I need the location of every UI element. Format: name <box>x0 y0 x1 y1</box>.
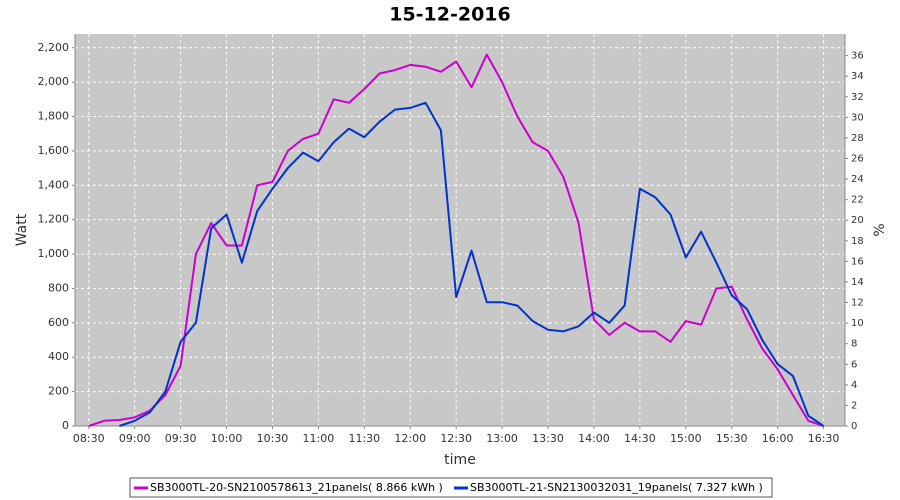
x-tick-label: 08:30 <box>73 432 105 445</box>
y-tick-label: 1,400 <box>38 178 70 191</box>
y2-tick-label: 2 <box>851 400 857 411</box>
y-tick-label: 1,600 <box>38 144 70 157</box>
legend <box>129 477 773 498</box>
x-tick-label: 09:00 <box>119 432 151 445</box>
x-tick-label: 16:30 <box>808 432 840 445</box>
y2-tick-label: 8 <box>851 339 857 350</box>
y2-tick-label: 36 <box>851 51 864 62</box>
y2-tick-label: 18 <box>851 236 864 247</box>
y-tick-label: 2,000 <box>38 75 70 88</box>
series-line <box>88 53 824 427</box>
x-tick-label: 12:00 <box>394 432 426 445</box>
y2-tick-label: 0 <box>851 421 857 432</box>
x-tick-label: 13:30 <box>532 432 564 445</box>
x-tick-label: 11:30 <box>348 432 380 445</box>
y-axis-label: Watt <box>14 213 30 246</box>
y2-tick-label: 32 <box>851 92 864 103</box>
y2-tick-label: 20 <box>851 215 864 226</box>
x-tick-label: 15:00 <box>670 432 702 445</box>
y-tick-label: 1,000 <box>38 247 70 260</box>
y2-tick-label: 34 <box>851 71 864 82</box>
plot-area <box>75 34 845 426</box>
y2-tick-label: 16 <box>851 256 864 267</box>
y-tick-label: 2,200 <box>38 41 70 54</box>
x-tick-label: 10:30 <box>257 432 289 445</box>
chart-title: 15-12-2016 <box>389 4 511 26</box>
x-tick-label: 10:00 <box>211 432 243 445</box>
y2-tick-label: 24 <box>851 174 864 185</box>
y2-tick-label: 6 <box>851 359 857 370</box>
y2-tick-label: 12 <box>851 298 864 309</box>
y-tick-label: 0 <box>62 419 69 432</box>
x-tick-label: 12:30 <box>440 432 472 445</box>
y-tick-label: 400 <box>48 350 69 363</box>
x-tick-label: 13:00 <box>486 432 518 445</box>
y2-tick-label: 28 <box>851 133 864 144</box>
y-tick-label: 1,200 <box>38 213 70 226</box>
legend-label: SB3000TL-21-SN2130032031_19panels( 7.327… <box>470 481 763 494</box>
y-tick-label: 200 <box>48 385 69 398</box>
x-tick-label: 14:00 <box>578 432 610 445</box>
y-tick-label: 600 <box>48 316 69 329</box>
legend-label: SB3000TL-20-SN2100578613_21panels( 8.866… <box>150 481 443 494</box>
x-tick-label: 15:30 <box>716 432 748 445</box>
y2-tick-label: 4 <box>851 380 857 391</box>
y-tick-label: 800 <box>48 281 69 294</box>
y2-tick-label: 14 <box>851 277 864 288</box>
y2-axis-label: % <box>872 223 888 236</box>
x-tick-label: 11:00 <box>303 432 335 445</box>
series-line <box>119 101 825 427</box>
x-tick-label: 16:00 <box>762 432 794 445</box>
x-tick-label: 09:30 <box>165 432 197 445</box>
x-tick-label: 14:30 <box>624 432 656 445</box>
y2-tick-label: 10 <box>851 318 864 329</box>
x-axis-label: time <box>444 452 476 468</box>
y2-tick-label: 22 <box>851 195 864 206</box>
y-tick-label: 1,800 <box>38 110 70 123</box>
y2-tick-label: 30 <box>851 112 864 123</box>
y2-tick-label: 26 <box>851 153 864 164</box>
